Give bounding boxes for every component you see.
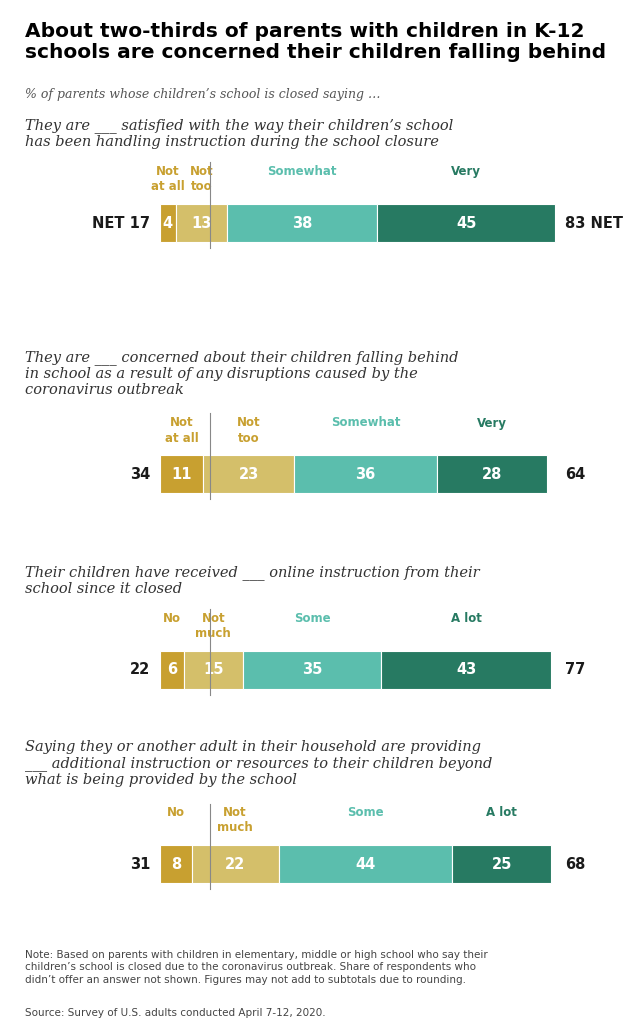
Text: About two-thirds of parents with children in K-12
schools are concerned their ch: About two-thirds of parents with childre… xyxy=(25,23,606,62)
Text: They are ___ concerned about their children falling behind
in school as a result: They are ___ concerned about their child… xyxy=(25,350,459,397)
Bar xyxy=(204,455,294,493)
Text: Source: Survey of U.S. adults conducted April 7-12, 2020.: Source: Survey of U.S. adults conducted … xyxy=(25,1008,326,1018)
Text: Not
too: Not too xyxy=(237,416,261,445)
Text: 4: 4 xyxy=(163,216,173,230)
Text: 68: 68 xyxy=(565,857,586,872)
Text: Not
at all: Not at all xyxy=(151,165,185,193)
Text: 35: 35 xyxy=(302,663,322,677)
Text: Their children have received ___ online instruction from their
school since it c: Their children have received ___ online … xyxy=(25,565,479,596)
Bar xyxy=(452,845,551,884)
Text: No: No xyxy=(163,612,181,625)
Text: Not
too: Not too xyxy=(189,165,213,193)
Text: Note: Based on parents with children in elementary, middle or high school who sa: Note: Based on parents with children in … xyxy=(25,950,488,985)
Text: 22: 22 xyxy=(225,857,245,872)
Text: NET 17: NET 17 xyxy=(92,216,150,230)
Bar xyxy=(279,845,452,884)
Text: Somewhat: Somewhat xyxy=(268,165,337,178)
Text: Very: Very xyxy=(451,165,481,178)
Bar xyxy=(160,845,192,884)
Text: No: No xyxy=(167,806,185,819)
Bar xyxy=(381,651,551,690)
Bar xyxy=(243,651,381,690)
Text: 15: 15 xyxy=(203,663,224,677)
Bar xyxy=(160,204,176,242)
Text: 44: 44 xyxy=(355,857,376,872)
Text: Very: Very xyxy=(477,416,507,430)
Bar xyxy=(160,651,184,690)
Text: They are ___ satisfied with the way their children’s school
has been handling in: They are ___ satisfied with the way thei… xyxy=(25,118,453,149)
Bar xyxy=(192,845,279,884)
Text: 28: 28 xyxy=(482,468,502,482)
Text: 22: 22 xyxy=(130,663,150,677)
Bar xyxy=(378,204,555,242)
Bar xyxy=(436,455,547,493)
Bar xyxy=(160,455,204,493)
Text: 45: 45 xyxy=(456,216,476,230)
Text: 25: 25 xyxy=(491,857,512,872)
Text: 13: 13 xyxy=(191,216,212,230)
Text: Not
at all: Not at all xyxy=(165,416,199,445)
Text: Some: Some xyxy=(347,806,384,819)
Bar xyxy=(184,651,243,690)
Text: 36: 36 xyxy=(355,468,376,482)
Text: Not
much: Not much xyxy=(217,806,253,835)
Text: 31: 31 xyxy=(129,857,150,872)
Bar xyxy=(294,455,436,493)
Text: Saying they or another adult in their household are providing
___ additional ins: Saying they or another adult in their ho… xyxy=(25,740,492,788)
Bar xyxy=(227,204,378,242)
Text: Somewhat: Somewhat xyxy=(331,416,400,430)
Text: A lot: A lot xyxy=(486,806,517,819)
Text: 77: 77 xyxy=(565,663,585,677)
Text: 83 NET: 83 NET xyxy=(565,216,623,230)
Text: 23: 23 xyxy=(239,468,259,482)
Text: 43: 43 xyxy=(456,663,476,677)
Text: 8: 8 xyxy=(171,857,181,872)
Bar xyxy=(176,204,227,242)
Text: Some: Some xyxy=(294,612,331,625)
Text: 34: 34 xyxy=(130,468,150,482)
Text: % of parents whose children’s school is closed saying …: % of parents whose children’s school is … xyxy=(25,88,381,101)
Text: 11: 11 xyxy=(171,468,192,482)
Text: 38: 38 xyxy=(292,216,312,230)
Text: Not
much: Not much xyxy=(196,612,231,640)
Text: A lot: A lot xyxy=(451,612,482,625)
Text: 6: 6 xyxy=(167,663,177,677)
Text: 64: 64 xyxy=(565,468,585,482)
